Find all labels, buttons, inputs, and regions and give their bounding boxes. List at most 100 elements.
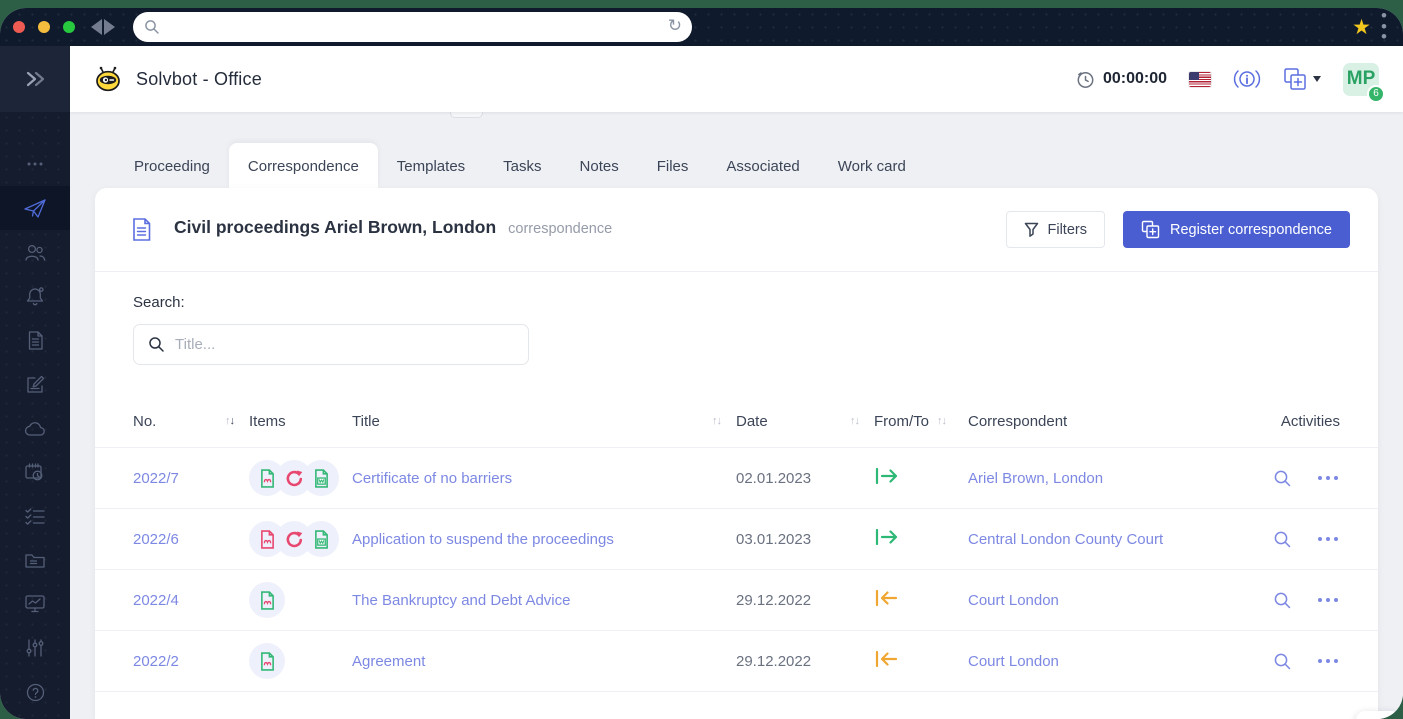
address-bar[interactable]: ↻ xyxy=(133,12,692,42)
sidebar-item-tasks[interactable] xyxy=(0,494,70,538)
title-search-input[interactable] xyxy=(175,336,514,353)
correspondence-card: Civil proceedings Ariel Brown, London co… xyxy=(95,188,1378,719)
bookmark-star-icon[interactable]: ★ xyxy=(1352,17,1371,38)
robot-logo-icon xyxy=(94,66,122,92)
sidebar-item-contacts[interactable] xyxy=(0,230,70,274)
maximize-window-icon[interactable] xyxy=(63,21,75,33)
more-actions-icon[interactable] xyxy=(1318,476,1339,481)
sidebar-item-cloud[interactable] xyxy=(0,406,70,450)
address-input[interactable] xyxy=(167,20,658,35)
sidebar-item-files[interactable] xyxy=(0,538,70,582)
row-correspondent-link[interactable]: Court London xyxy=(968,653,1259,670)
paper-plane-icon xyxy=(23,198,47,219)
sidebar-item-drafts[interactable] xyxy=(0,362,70,406)
add-document-icon xyxy=(1141,220,1160,239)
chevron-down-icon xyxy=(1313,76,1321,82)
filters-button[interactable]: Filters xyxy=(1006,211,1105,248)
folder-icon xyxy=(24,551,46,569)
more-actions-icon[interactable] xyxy=(1318,537,1339,542)
sidebar-expand-button[interactable] xyxy=(0,46,70,112)
card-header: Civil proceedings Ariel Brown, London co… xyxy=(95,188,1378,272)
user-menu[interactable]: MP 6 xyxy=(1343,63,1379,96)
sidebar-item-correspondence[interactable] xyxy=(0,186,70,230)
back-icon[interactable] xyxy=(91,19,102,35)
sidebar xyxy=(0,46,70,719)
preview-icon[interactable] xyxy=(1273,530,1292,549)
word-file-icon[interactable] xyxy=(303,460,339,496)
register-correspondence-button[interactable]: Register correspondence xyxy=(1123,211,1350,248)
row-number-link[interactable]: 2022/4 xyxy=(133,592,249,609)
row-number-link[interactable]: 2022/2 xyxy=(133,653,249,670)
row-number-link[interactable]: 2022/7 xyxy=(133,470,249,487)
table-row: 2022/7 Certificate of no barriers 02.01.… xyxy=(95,447,1378,508)
table-row-partial xyxy=(95,691,1378,717)
sort-icon[interactable]: ↑↓ xyxy=(225,415,235,427)
row-correspondent-link[interactable]: Central London County Court xyxy=(968,531,1259,548)
help-button[interactable]: ? xyxy=(1356,711,1400,719)
sort-icon[interactable]: ↑↓ xyxy=(850,415,860,427)
notification-badge: 6 xyxy=(1367,85,1385,103)
tab-correspondence[interactable]: Correspondence xyxy=(229,143,378,189)
table-row: 2022/4 The Bankruptcy and Debt Advice 29… xyxy=(95,569,1378,630)
app-window: ↻ ★ ••• xyxy=(0,8,1403,719)
browser-menu-icon[interactable]: ••• xyxy=(1379,11,1389,43)
pdf-file-icon[interactable] xyxy=(249,582,285,618)
tab-notes[interactable]: Notes xyxy=(561,143,638,189)
sort-icon[interactable]: ↑↓ xyxy=(937,415,947,427)
preview-icon[interactable] xyxy=(1273,652,1292,671)
col-from-to: From/To xyxy=(874,413,929,430)
col-items: Items xyxy=(249,413,286,430)
row-number-link[interactable]: 2022/6 xyxy=(133,531,249,548)
close-window-icon[interactable] xyxy=(13,21,25,33)
incoming-arrow-icon xyxy=(874,649,968,674)
sort-icon[interactable]: ↑↓ xyxy=(712,415,722,427)
word-file-icon[interactable] xyxy=(303,521,339,557)
table-header-row: No. ↑↓ Items Title ↑↓ Date ↑↓ From/To ↑↓… xyxy=(95,395,1378,447)
row-title-link[interactable]: The Bankruptcy and Debt Advice xyxy=(352,592,736,609)
sidebar-item-calendar[interactable] xyxy=(0,450,70,494)
reload-icon[interactable]: ↻ xyxy=(668,16,682,36)
ellipsis-icon xyxy=(25,155,45,173)
tab-proceeding[interactable]: Proceeding xyxy=(115,143,229,189)
tab-associated[interactable]: Associated xyxy=(707,143,818,189)
tab-templates[interactable]: Templates xyxy=(378,143,484,189)
forward-icon[interactable] xyxy=(104,19,115,35)
sidebar-item-reports[interactable] xyxy=(0,582,70,626)
work-timer[interactable]: 00:00:00 xyxy=(1076,70,1167,89)
preview-icon[interactable] xyxy=(1273,591,1292,610)
minimize-window-icon[interactable] xyxy=(38,21,50,33)
row-title-link[interactable]: Agreement xyxy=(352,653,736,670)
col-title: Title xyxy=(352,413,380,430)
document-icon xyxy=(26,330,45,351)
row-correspondent-link[interactable]: Court London xyxy=(968,592,1259,609)
main-content: Proceeding Correspondence Templates Task… xyxy=(70,112,1403,719)
preview-icon[interactable] xyxy=(1273,469,1292,488)
case-subtitle: correspondence xyxy=(508,221,612,237)
title-search-field[interactable] xyxy=(133,324,529,365)
row-title-link[interactable]: Application to suspend the proceedings xyxy=(352,531,736,548)
sidebar-item-documents[interactable] xyxy=(0,318,70,362)
info-icon[interactable] xyxy=(1233,67,1261,91)
sidebar-item-help[interactable] xyxy=(0,670,70,714)
us-flag-icon[interactable] xyxy=(1189,72,1211,87)
tab-work-card[interactable]: Work card xyxy=(819,143,925,189)
sidebar-item-notifications[interactable] xyxy=(0,274,70,318)
case-title: Civil proceedings Ariel Brown, London xyxy=(174,217,496,238)
more-actions-icon[interactable] xyxy=(1318,659,1339,664)
tab-tasks[interactable]: Tasks xyxy=(484,143,560,189)
browser-chrome: ↻ ★ ••• xyxy=(0,8,1403,46)
new-window-button[interactable] xyxy=(1283,67,1321,92)
app-header: Solvbot - Office 00:00:00 xyxy=(70,46,1403,112)
sidebar-item-more[interactable] xyxy=(0,142,70,186)
row-correspondent-link[interactable]: Ariel Brown, London xyxy=(968,470,1259,487)
row-title-link[interactable]: Certificate of no barriers xyxy=(352,470,736,487)
outgoing-arrow-icon xyxy=(874,527,968,552)
row-date: 03.01.2023 xyxy=(736,531,874,548)
more-actions-icon[interactable] xyxy=(1318,598,1339,603)
col-no: No. xyxy=(133,413,156,430)
table-row: 2022/2 Agreement 29.12.2022 Court London xyxy=(95,630,1378,691)
tab-files[interactable]: Files xyxy=(638,143,708,189)
sidebar-item-settings[interactable] xyxy=(0,626,70,670)
col-date: Date xyxy=(736,413,768,430)
pdf-file-icon[interactable] xyxy=(249,643,285,679)
